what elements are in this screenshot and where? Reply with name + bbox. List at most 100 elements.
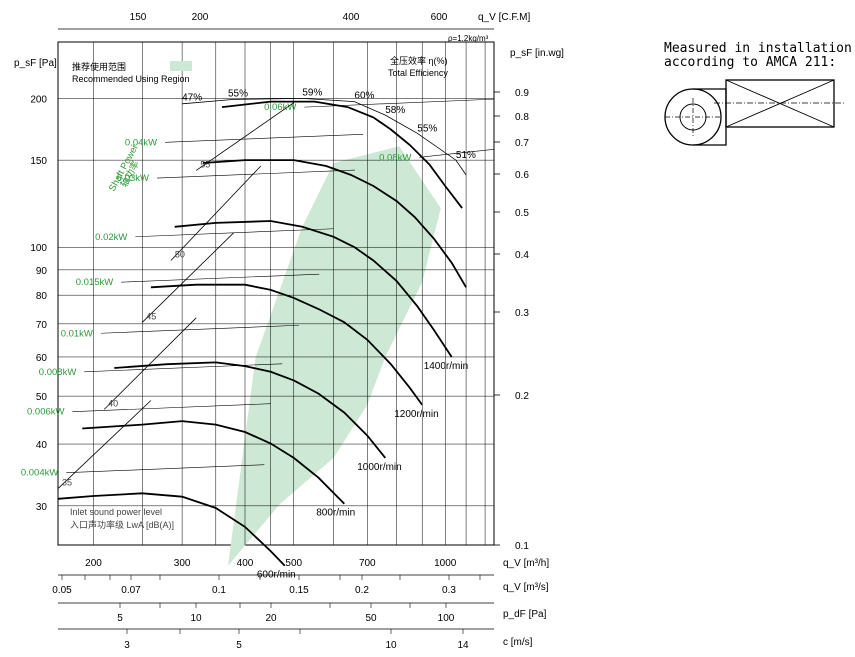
efficiency-line — [195, 102, 295, 171]
speed-curve — [174, 220, 453, 358]
y-right-tick: 0.1 — [515, 541, 529, 552]
y-right-tick: 0.9 — [515, 88, 529, 99]
shaft-power-label: 0.015kW — [76, 277, 114, 288]
efficiency-label: 35 — [62, 478, 72, 488]
shaft-power-line — [165, 133, 364, 143]
tick-layer: 200 300 400 500 700 1000 30 40 50 60 70 80 90 100 150 2… — [30, 12, 529, 651]
x-m3s-tick: 0.15 — [289, 585, 309, 596]
x-primary-tick: 300 — [174, 558, 191, 569]
efficiency-label: 58% — [385, 105, 405, 116]
plot-frame — [57, 41, 495, 546]
efficiency-line — [103, 317, 197, 410]
efficiency-label: 50 — [175, 250, 185, 260]
shaft-power-line — [100, 324, 299, 334]
shaft-power-line — [84, 363, 283, 373]
shaft-power-label: 0.02kW — [95, 232, 127, 243]
sound-label-en: Inlet sound power level — [70, 507, 162, 517]
x-primary-tick: 400 — [237, 558, 254, 569]
efficiency-label: 55% — [228, 88, 248, 99]
shaft-power-line — [135, 228, 334, 238]
x-pdf-tick: 50 — [365, 613, 377, 624]
y-right-tick: 0.5 — [515, 208, 529, 219]
x-m3s-tick: 0.2 — [355, 585, 369, 596]
x-pdf-tick: 20 — [265, 613, 277, 624]
shaft-power-line — [66, 464, 265, 474]
legend-region-en: Recommended Using Region — [72, 74, 190, 84]
x-m3s-tick: 0.05 — [52, 585, 72, 596]
shaft-power-label: 0.04kW — [125, 137, 157, 148]
y-left-tick: 150 — [30, 156, 47, 167]
y-right-tick: 0.3 — [515, 308, 529, 319]
shaft-power-line — [121, 273, 320, 283]
installation-line2: according to AMCA 211: — [664, 55, 836, 70]
speed-curve-label: 800r/min — [316, 508, 355, 519]
efficiency-label: 60% — [354, 91, 374, 102]
x-pdf-tick: 5 — [117, 613, 123, 624]
shaft-power-label: 0.008kW — [39, 367, 77, 378]
grid-layer — [58, 42, 494, 545]
x-top-tick: 200 — [192, 12, 209, 23]
speed-curve — [82, 420, 345, 505]
speed-curve — [114, 361, 387, 459]
speed-curve — [202, 159, 467, 288]
efficiency-label: 45 — [146, 311, 156, 321]
x-primary-tick: 500 — [285, 558, 302, 569]
y-left-tick: 100 — [30, 243, 47, 254]
x-top-unit: q_V [C.F.M] — [478, 12, 530, 23]
y-left-tick: 80 — [36, 291, 48, 302]
x-primary-tick: 200 — [85, 558, 102, 569]
speed-curve — [150, 283, 423, 406]
x-top-tick: 400 — [343, 12, 360, 23]
y-right-tick: 0.8 — [515, 112, 529, 123]
x-velocity-unit: c [m/s] — [503, 637, 533, 648]
x-pdf-tick: 10 — [190, 613, 202, 624]
shaft-power-line — [72, 403, 271, 413]
y-right-tick: 0.6 — [515, 170, 529, 181]
y-left-unit: p_sF [Pa] — [14, 58, 57, 69]
shaft-power-label: 0.03kW — [117, 173, 149, 184]
x-velocity-tick: 10 — [385, 640, 397, 651]
x-pdf-tick: 100 — [438, 613, 455, 624]
efficiency-label: 51% — [456, 150, 476, 161]
x-m3s-tick: 0.07 — [121, 585, 141, 596]
sound-label-cn: 入口声功率级 LwA [dB(A)] — [70, 519, 174, 530]
shaft-power-label: 0.08kW — [379, 152, 411, 163]
efficiency-label: 40 — [108, 398, 118, 408]
x-top-tick: 600 — [431, 12, 448, 23]
x-primary-tick: 700 — [359, 558, 376, 569]
x-velocity-tick: 5 — [236, 640, 242, 651]
shaft-power-label: 0.004kW — [21, 468, 59, 479]
installation-line1: Measured in installation B — [664, 41, 855, 56]
speed-curve-label: 1400r/min — [424, 361, 468, 372]
speed-curve — [57, 492, 286, 567]
density-note: ρ=1.2kg/m³ — [448, 34, 489, 43]
efficiency-line — [142, 232, 235, 323]
speed-curve — [221, 100, 463, 209]
efficiency-layer: 35 40 45 50 55 47% 55% 59% 60% 58% 55% 51% — [57, 87, 476, 489]
y-right-tick: 0.4 — [515, 250, 529, 261]
efficiency-label: 55 — [200, 159, 210, 169]
efficiency-line — [57, 400, 152, 489]
efficiency-line — [170, 165, 262, 261]
x-top-tick: 150 — [130, 12, 147, 23]
x-m3s-tick: 0.1 — [212, 585, 226, 596]
x-m3s-tick: 0.3 — [442, 585, 456, 596]
legend-efficiency-cn: 全压效率 η(%) — [390, 55, 448, 66]
y-left-tick: 200 — [30, 94, 47, 105]
x-pdf-unit: p_dF [Pa] — [503, 609, 547, 620]
efficiency-label: 59% — [302, 87, 322, 98]
speed-curve-label: 1000r/min — [357, 462, 401, 473]
y-left-tick: 40 — [36, 440, 48, 451]
recommended-region — [228, 146, 441, 566]
shaft-power-label: 0.06kW — [264, 102, 296, 113]
y-left-tick: 90 — [36, 266, 48, 277]
y-left-tick: 30 — [36, 502, 48, 513]
y-right-tick: 0.2 — [515, 391, 529, 402]
shaft-power-line — [419, 149, 495, 158]
speed-curve-label: 1200r/min — [394, 409, 438, 420]
y-left-tick: 60 — [36, 353, 48, 364]
x-primary-unit: q_V [m³/h] — [503, 558, 549, 569]
y-right-unit: p_sF [in.wg] — [510, 48, 564, 59]
installation-b-schematic — [664, 79, 844, 146]
